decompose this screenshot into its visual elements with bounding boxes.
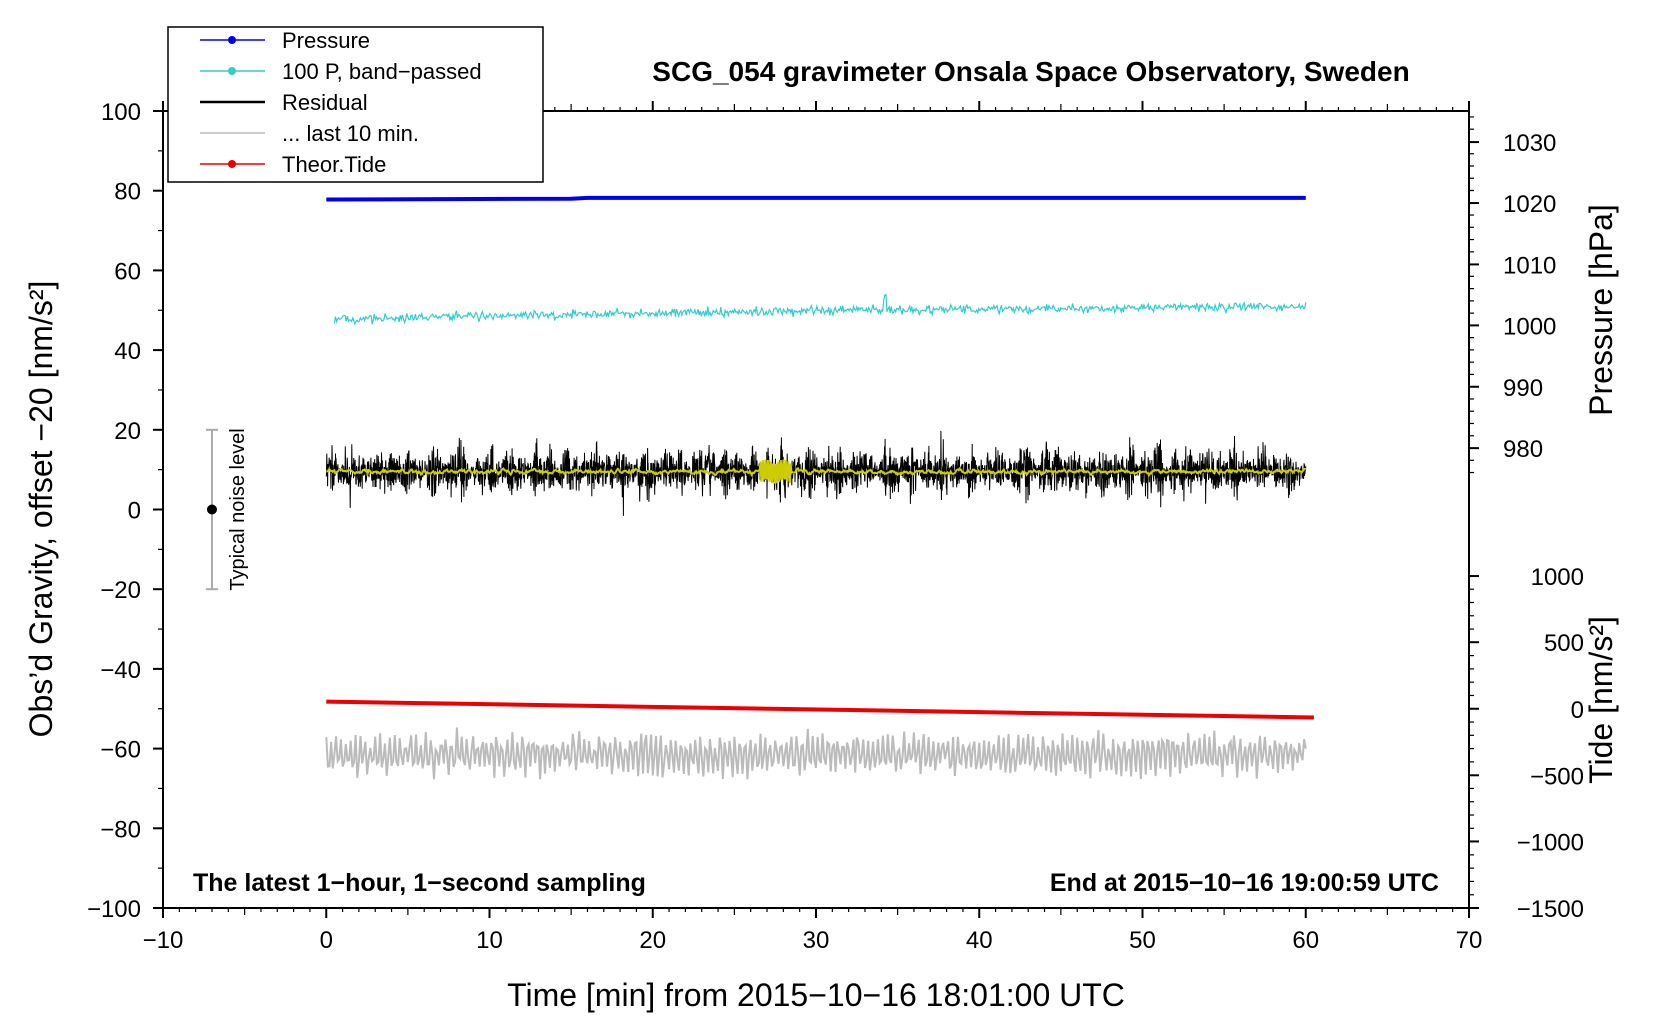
y-tick-label: −80 bbox=[100, 816, 141, 843]
x-tick-label: 30 bbox=[803, 927, 830, 954]
tide-axis-ticks: 1000 500 0 −500 −1000 −1500 bbox=[1469, 564, 1584, 923]
tide-tick-label: 1000 bbox=[1531, 564, 1584, 591]
legend-box bbox=[167, 26, 544, 183]
x-tick-label: −10 bbox=[143, 927, 184, 954]
plot-frame bbox=[162, 110, 1470, 909]
series-residual bbox=[325, 430, 1307, 516]
tide-tick-label: 0 bbox=[1571, 697, 1584, 724]
bottom-left-note: The latest 1−hour, 1−second sampling bbox=[193, 869, 646, 897]
y-axis-ticks: 100 80 60 40 20 0 −20 −40 −60 −80 −100 bbox=[87, 99, 163, 923]
pressure-tick-label: 1020 bbox=[1503, 191, 1556, 218]
noise-level-bar: Typical noise level bbox=[205, 428, 249, 591]
pressure-axis-ticks: 1030 1020 1010 1000 990 980 bbox=[1469, 116, 1556, 474]
tide-tick-label: −500 bbox=[1530, 763, 1584, 790]
series-theor-tide bbox=[326, 699, 1314, 720]
legend-label: Theor.Tide bbox=[282, 152, 386, 177]
x-axis-ticks: −10 0 10 20 30 40 50 60 70 bbox=[143, 101, 1483, 954]
y-tick-label: 20 bbox=[114, 418, 141, 445]
legend-marker bbox=[228, 160, 236, 168]
y-tick-label: 40 bbox=[114, 338, 141, 365]
legend-marker bbox=[228, 67, 236, 75]
x-tick-label: 40 bbox=[966, 927, 993, 954]
noise-bar-label: Typical noise level bbox=[227, 428, 249, 590]
legend-label: Residual bbox=[282, 90, 368, 115]
x-tick-label: 0 bbox=[320, 927, 333, 954]
legend-label: 100 P, band−passed bbox=[282, 59, 482, 84]
y-tick-label: −20 bbox=[100, 577, 141, 604]
chart-title: SCG_054 gravimeter Onsala Space Observat… bbox=[652, 56, 1409, 87]
bottom-right-note: End at 2015−10−16 19:00:59 UTC bbox=[1050, 869, 1439, 897]
legend: Pressure 100 P, band−passed Residual ... la… bbox=[167, 26, 544, 183]
x-tick-label: 10 bbox=[476, 927, 503, 954]
pressure-tick-label: 990 bbox=[1503, 375, 1543, 402]
tide-tick-label: 500 bbox=[1544, 630, 1584, 657]
legend-label: Pressure bbox=[282, 28, 370, 53]
pressure-tick-label: 1010 bbox=[1503, 252, 1556, 279]
y-axis-label-pressure: Pressure [hPa] bbox=[1583, 204, 1619, 416]
y-tick-label: 60 bbox=[114, 258, 141, 285]
pressure-tick-label: 1030 bbox=[1503, 130, 1556, 157]
x-tick-label: 60 bbox=[1292, 927, 1319, 954]
tide-tick-label: −1500 bbox=[1517, 896, 1584, 923]
series-residual-smoothed bbox=[326, 459, 1307, 484]
series-layer bbox=[325, 195, 1314, 780]
y-axis-label-tide: Tide [nm/s²] bbox=[1583, 616, 1619, 784]
pressure-tick-label: 980 bbox=[1503, 436, 1543, 463]
series-last-10-min bbox=[325, 727, 1307, 780]
y-tick-label: 80 bbox=[114, 179, 141, 206]
x-tick-label: 50 bbox=[1129, 927, 1156, 954]
legend-marker bbox=[228, 36, 236, 44]
y-axis-label-left: Obs’d Gravity, offset −20 [nm/s²] bbox=[23, 281, 59, 738]
y-tick-label: 0 bbox=[128, 498, 141, 525]
tide-tick-label: −1000 bbox=[1517, 829, 1584, 856]
y-tick-label: 100 bbox=[101, 99, 141, 126]
y-tick-label: −40 bbox=[100, 657, 141, 684]
series-pressure-bandpassed bbox=[333, 293, 1307, 326]
legend-label: ... last 10 min. bbox=[282, 121, 419, 146]
x-tick-label: 20 bbox=[639, 927, 666, 954]
y-tick-label: −100 bbox=[87, 896, 141, 923]
x-tick-label: 70 bbox=[1456, 927, 1483, 954]
pressure-tick-label: 1000 bbox=[1503, 313, 1556, 340]
series-pressure bbox=[326, 195, 1306, 202]
y-tick-label: −60 bbox=[100, 737, 141, 764]
x-axis-label: Time [min] from 2015−10−16 18:01:00 UTC bbox=[507, 977, 1125, 1013]
noise-bar-dot bbox=[206, 504, 217, 515]
